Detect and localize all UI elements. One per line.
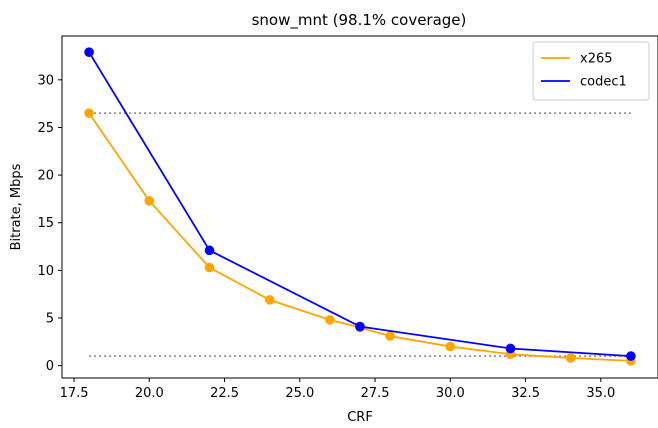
- data-point-codec1: [505, 343, 516, 354]
- series-layer: [84, 47, 636, 366]
- reference-lines: [89, 112, 631, 357]
- legend-item-x265: x265: [541, 52, 613, 67]
- data-point-codec1: [204, 245, 215, 256]
- legend-label-codec1: codec1: [580, 75, 627, 90]
- data-point-x265: [144, 196, 155, 206]
- data-point-x265: [264, 295, 275, 305]
- legend-item-codec1: codec1: [541, 75, 627, 90]
- x-tick-label: 35.0: [586, 386, 615, 401]
- y-tick-label: 15: [37, 216, 54, 231]
- data-point-x265: [565, 353, 576, 363]
- plot-frame: [61, 35, 658, 379]
- data-point-codec1: [355, 321, 365, 332]
- x-axis-label: CRF: [347, 410, 373, 425]
- y-tick-label: 0: [46, 359, 54, 374]
- y-axis-label: Bitrate, Mbps: [9, 163, 24, 250]
- x-tick-label: 27.5: [361, 386, 390, 401]
- data-point-x265: [385, 331, 395, 341]
- x-tick-label: 17.5: [60, 386, 89, 401]
- data-point-x265: [325, 315, 335, 325]
- data-point-x265: [204, 262, 215, 273]
- legend: x265 codec1: [532, 41, 650, 101]
- legend-box: [532, 41, 650, 101]
- legend-label-x265: x265: [580, 52, 613, 67]
- x-axis: 17.5 20.0 22.5 25.0 27.5 30.0 32.5 35.0: [60, 378, 615, 401]
- data-point-codec1: [84, 47, 94, 57]
- x-tick-label: 22.5: [210, 386, 239, 401]
- y-axis: 0 5 10 15 20 25 30: [37, 73, 62, 374]
- y-tick-label: 5: [46, 311, 54, 326]
- y-tick-label: 10: [37, 264, 54, 279]
- y-tick-label: 20: [37, 169, 54, 184]
- data-point-x265: [84, 108, 94, 118]
- x-tick-label: 20.0: [135, 386, 164, 401]
- y-tick-label: 30: [37, 73, 54, 88]
- x-tick-label: 30.0: [436, 386, 465, 401]
- series-codec1: [84, 47, 636, 361]
- data-point-x265: [445, 341, 456, 352]
- x-tick-label: 25.0: [285, 386, 314, 401]
- y-tick-label: 25: [37, 121, 54, 136]
- data-point-codec1: [626, 351, 636, 361]
- chart-title: snow_mnt (98.1% coverage): [252, 11, 467, 30]
- x-tick-label: 32.5: [511, 386, 540, 401]
